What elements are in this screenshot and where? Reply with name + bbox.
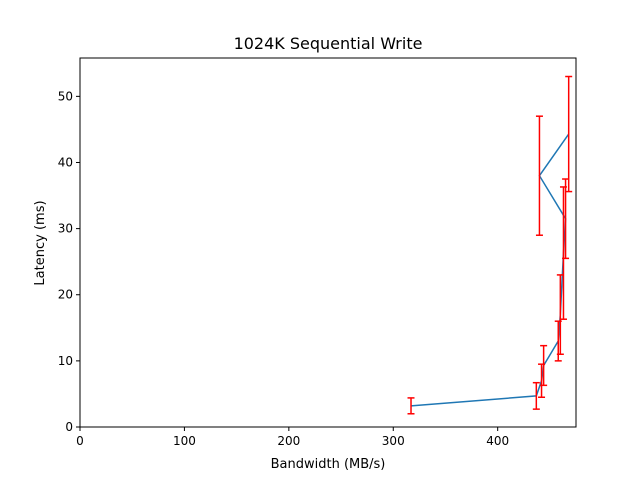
x-tick-label-4: 400 (486, 434, 509, 448)
y-tick-label-1: 10 (58, 354, 73, 368)
plot-area: 0 100 200 300 400 0 10 20 30 40 50 (58, 57, 577, 448)
x-tick-label-3: 300 (382, 434, 405, 448)
x-tick-label-2: 200 (277, 434, 300, 448)
y-tick-label-3: 30 (58, 222, 73, 236)
series-line (410, 133, 570, 407)
y-tick-label-2: 20 (58, 288, 73, 302)
x-tick-label-0: 0 (76, 434, 84, 448)
y-axis-label: Latency (ms) (33, 200, 48, 285)
chart-title: 1024K Sequential Write (234, 34, 423, 53)
y-tick-label-0: 0 (65, 420, 73, 434)
y-tick-label-4: 40 (58, 155, 73, 169)
y-tick-label-5: 50 (58, 89, 73, 103)
plot-frame (79, 57, 577, 428)
x-axis-label: Bandwidth (MB/s) (271, 457, 386, 472)
x-tick-label-1: 100 (173, 434, 196, 448)
